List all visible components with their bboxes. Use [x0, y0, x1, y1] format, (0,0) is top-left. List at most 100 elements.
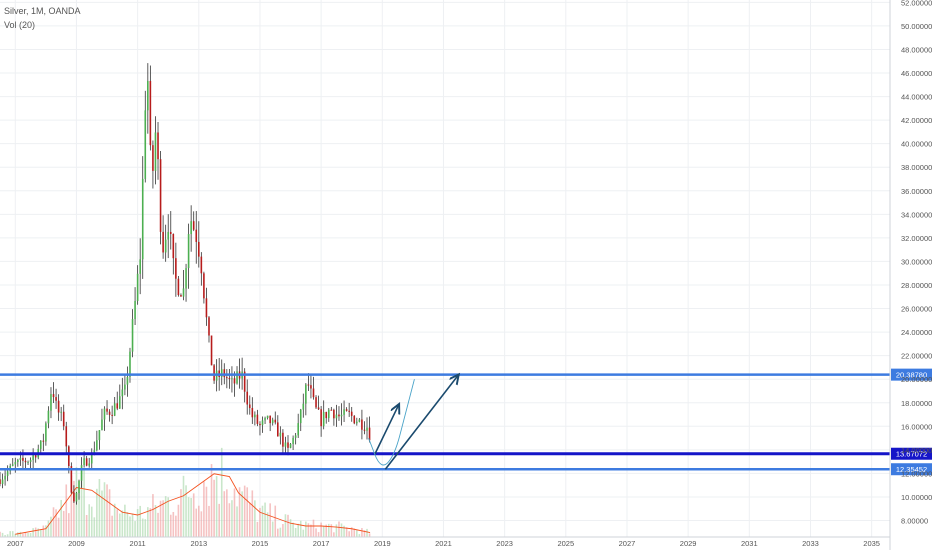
- candle: [1, 473, 4, 489]
- candle: [231, 366, 233, 393]
- candle: [73, 485, 75, 503]
- x-tick-label: 2009: [68, 539, 85, 548]
- volume-bar: [361, 528, 363, 537]
- volume-bar: [299, 520, 302, 537]
- candles: [0, 63, 371, 505]
- candle-body: [307, 384, 310, 386]
- volume-bar: [29, 533, 32, 537]
- candle: [182, 269, 185, 301]
- candle: [70, 462, 73, 494]
- volume-bar: [68, 513, 70, 537]
- volume-bar: [96, 488, 98, 537]
- volume-bar: [136, 509, 139, 537]
- candle-body: [90, 453, 93, 464]
- candle: [197, 221, 200, 268]
- candle-body: [14, 462, 17, 465]
- volume-bar: [93, 517, 96, 537]
- candle: [108, 409, 111, 422]
- candle-body: [363, 429, 366, 431]
- candle: [121, 377, 124, 410]
- candle-body: [294, 435, 297, 438]
- chart-legend: Silver, 1M, OANDA Vol (20): [4, 4, 81, 32]
- volume-bar: [60, 499, 62, 537]
- candle: [57, 394, 60, 421]
- x-tick-label: 2007: [7, 539, 24, 548]
- candle: [282, 429, 284, 454]
- candle: [85, 455, 88, 467]
- candle: [32, 448, 34, 469]
- candle-body: [19, 457, 22, 460]
- candle-body: [57, 400, 60, 413]
- candle-body: [205, 298, 208, 318]
- candle-body: [200, 256, 203, 274]
- volume-bar: [259, 507, 261, 537]
- volume-bar: [98, 479, 101, 537]
- projection-drawings[interactable]: [368, 374, 459, 470]
- candle: [350, 406, 353, 422]
- candle-body: [254, 414, 256, 418]
- y-tick-label: 18.00000: [901, 399, 932, 408]
- volume-bar: [208, 505, 210, 537]
- volume-bar: [246, 487, 249, 537]
- candle-body: [223, 369, 226, 378]
- candle: [154, 116, 157, 185]
- volume-bar: [167, 497, 170, 537]
- candle: [203, 271, 205, 304]
- candle-body: [343, 409, 345, 415]
- candle-body: [42, 440, 45, 442]
- volume-bar: [152, 494, 154, 537]
- candle-body: [108, 411, 111, 415]
- candle: [60, 406, 62, 422]
- candle-body: [152, 145, 154, 171]
- candle: [335, 404, 338, 427]
- candle-body: [368, 427, 371, 441]
- candle: [141, 156, 144, 279]
- candle: [147, 63, 149, 134]
- volume-bar: [218, 503, 220, 537]
- volume-bar: [65, 484, 68, 537]
- candle-body: [322, 412, 325, 427]
- volume-bar: [190, 497, 192, 537]
- candle: [144, 90, 147, 183]
- candle: [248, 395, 251, 415]
- volume-bar: [175, 515, 177, 537]
- horizontal-levels[interactable]: 20.38780 13.67072 12.35452: [0, 368, 932, 476]
- candle-body: [287, 442, 289, 448]
- volume-bar: [302, 529, 305, 537]
- candle: [246, 379, 249, 415]
- candle-body: [34, 455, 37, 458]
- volume-bar: [139, 505, 141, 537]
- candle: [261, 416, 264, 433]
- grid: [0, 0, 890, 537]
- candle-body: [70, 466, 73, 493]
- candle-body: [159, 159, 162, 232]
- volume-bar: [42, 525, 45, 537]
- candle-body: [68, 446, 70, 467]
- x-tick-label: 2021: [435, 539, 452, 548]
- candle-body: [85, 458, 88, 466]
- time-axis[interactable]: 2007 2009 2011 2013 2015 2017 2019 2021 2023 2025…: [0, 536, 890, 548]
- y-tick-label: 38.00000: [901, 163, 932, 172]
- candle-body: [340, 414, 343, 417]
- candle-body: [116, 403, 119, 409]
- candle: [0, 471, 1, 487]
- candle: [62, 404, 65, 431]
- volume-bar: [32, 528, 34, 537]
- y-tick-label: 24.00000: [901, 328, 932, 337]
- volume-bar: [101, 490, 103, 537]
- candle-body: [213, 365, 215, 381]
- price-axis[interactable]: 8.00000 10.00000 12.00000 14.00000 16.00000 1…: [889, 0, 932, 550]
- x-tick-label: 2029: [680, 539, 697, 548]
- candle: [284, 436, 287, 453]
- candle-body: [147, 80, 149, 111]
- candle-body: [27, 461, 29, 463]
- volume-bar: [131, 513, 134, 537]
- candle-body: [73, 492, 75, 502]
- candle-body: [124, 384, 126, 390]
- volume-bar: [261, 505, 264, 537]
- volume-bar: [88, 504, 91, 537]
- candle-body: [60, 411, 62, 413]
- candle-body: [335, 414, 338, 419]
